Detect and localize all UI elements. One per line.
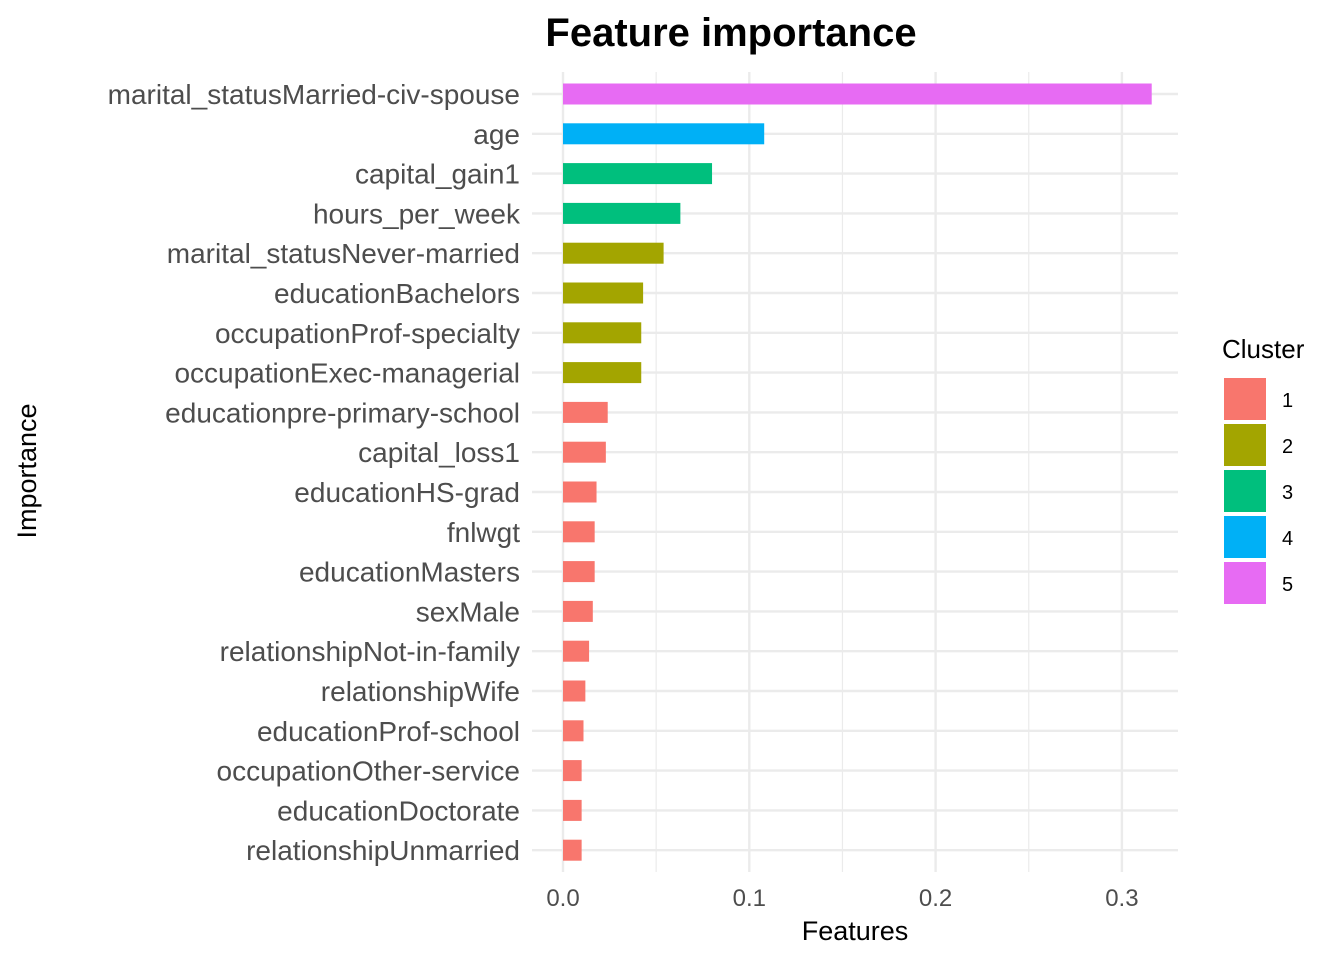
x-tick-label: 0.2 xyxy=(919,885,952,912)
bar xyxy=(563,481,597,503)
x-tick-label: 0.3 xyxy=(1105,885,1138,912)
category-label: occupationExec-managerial xyxy=(174,358,520,389)
category-label: marital_statusMarried-civ-spouse xyxy=(108,79,520,110)
legend-label: 3 xyxy=(1282,482,1293,504)
bar xyxy=(563,123,765,145)
x-axis-title: Features xyxy=(802,916,909,946)
category-label: sexMale xyxy=(416,596,520,627)
category-label: capital_gain1 xyxy=(355,159,520,190)
category-label: age xyxy=(473,119,520,150)
category-label: hours_per_week xyxy=(313,198,521,229)
category-label: relationshipNot-in-family xyxy=(220,636,520,667)
category-label: educationpre-primary-school xyxy=(165,397,520,428)
grid-lines xyxy=(532,72,1178,872)
legend-label: 5 xyxy=(1282,574,1293,596)
legend: Cluster 1 2 3 4 5 xyxy=(1222,334,1305,604)
chart-title: Feature importance xyxy=(545,11,916,55)
bar xyxy=(563,640,590,662)
bar xyxy=(563,839,582,861)
bar xyxy=(563,561,595,583)
bar xyxy=(563,799,582,821)
x-tick-labels: 0.0 0.1 0.2 0.3 xyxy=(546,885,1138,912)
bar xyxy=(563,521,595,543)
bar xyxy=(563,760,582,782)
y-axis-title: Importance xyxy=(12,403,42,538)
legend-label: 1 xyxy=(1282,390,1293,412)
category-label: educationBachelors xyxy=(274,278,520,309)
legend-key xyxy=(1224,562,1266,604)
category-label: capital_loss1 xyxy=(358,437,520,468)
legend-key xyxy=(1224,378,1266,420)
bars xyxy=(563,83,1152,861)
bar xyxy=(563,600,593,622)
category-label: educationMasters xyxy=(299,557,520,588)
bar xyxy=(563,680,586,702)
legend-key xyxy=(1224,470,1266,512)
bar xyxy=(563,202,681,224)
category-label: occupationOther-service xyxy=(217,756,520,787)
bar xyxy=(563,242,664,264)
bar xyxy=(563,362,642,384)
bar xyxy=(563,401,608,423)
legend-label: 2 xyxy=(1282,436,1293,458)
bar xyxy=(563,720,584,742)
x-tick-label: 0.1 xyxy=(733,885,766,912)
bar xyxy=(563,441,606,463)
category-label: educationHS-grad xyxy=(294,477,520,508)
category-label: educationDoctorate xyxy=(277,795,520,826)
bar xyxy=(563,163,713,185)
category-label: fnlwgt xyxy=(447,517,520,548)
legend-title: Cluster xyxy=(1222,334,1305,364)
category-label: relationshipWife xyxy=(321,676,520,707)
bar xyxy=(563,282,644,304)
bar xyxy=(563,322,642,344)
legend-key xyxy=(1224,516,1266,558)
category-label: educationProf-school xyxy=(257,716,520,747)
legend-key xyxy=(1224,424,1266,466)
bar xyxy=(563,83,1152,105)
x-tick-label: 0.0 xyxy=(546,885,579,912)
category-label: relationshipUnmarried xyxy=(246,835,520,866)
category-label: marital_statusNever-married xyxy=(167,238,520,269)
legend-label: 4 xyxy=(1282,528,1293,550)
category-label: occupationProf-specialty xyxy=(215,318,520,349)
